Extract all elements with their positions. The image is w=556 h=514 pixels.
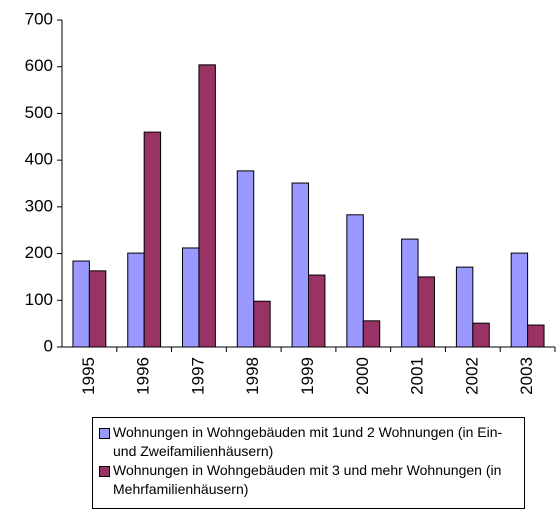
bar [72, 260, 90, 348]
bar [362, 320, 381, 348]
bar [143, 131, 162, 348]
bar [182, 247, 200, 348]
bar [401, 238, 419, 348]
y-tick-label: 300 [25, 196, 53, 215]
x-tick-label: 2001 [408, 357, 427, 395]
bar [127, 252, 145, 348]
bar [417, 276, 435, 348]
bar [88, 270, 107, 348]
x-tick-label: 2000 [353, 357, 372, 395]
y-tick-label: 200 [25, 243, 53, 262]
x-tick-label: 1996 [134, 357, 153, 395]
x-tick-label: 2003 [517, 357, 536, 395]
y-tick-label: 0 [44, 336, 53, 355]
legend: Wohnungen in Wohngebäuden mit 1und 2 Woh… [92, 417, 525, 509]
bar [472, 322, 490, 348]
bar [510, 252, 529, 348]
legend-swatch [99, 428, 110, 439]
legend-item: Wohnungen in Wohngebäuden mit 1und 2 Woh… [99, 423, 518, 461]
bar [198, 64, 216, 348]
bar [527, 324, 545, 348]
x-tick-label: 1998 [243, 357, 262, 395]
y-tick-label: 100 [25, 290, 53, 309]
x-tick-label: 2002 [462, 357, 481, 395]
bar [455, 266, 474, 348]
bar [346, 214, 364, 348]
x-tick-label: 1995 [79, 357, 98, 395]
bar [291, 182, 310, 348]
x-tick-label: 1997 [188, 357, 207, 395]
y-tick-label: 400 [25, 150, 53, 169]
legend-label: Wohnungen in Wohngebäuden mit 1und 2 Woh… [113, 424, 503, 459]
bar [308, 274, 326, 348]
legend-label: Wohnungen in Wohngebäuden mit 3 und mehr… [113, 462, 502, 497]
y-tick-label: 700 [25, 9, 53, 28]
bar [253, 300, 271, 348]
chart: 0 100 200 300 400 500 600 700 1995 1996 1997 1998 19… [25, 9, 556, 395]
y-tick-label: 600 [25, 56, 53, 75]
x-tick-label: 1999 [298, 357, 317, 395]
legend-item: Wohnungen in Wohngebäuden mit 3 und mehr… [99, 461, 518, 499]
legend-swatch [99, 466, 110, 477]
bar [236, 170, 255, 348]
y-tick-label: 500 [25, 103, 53, 122]
